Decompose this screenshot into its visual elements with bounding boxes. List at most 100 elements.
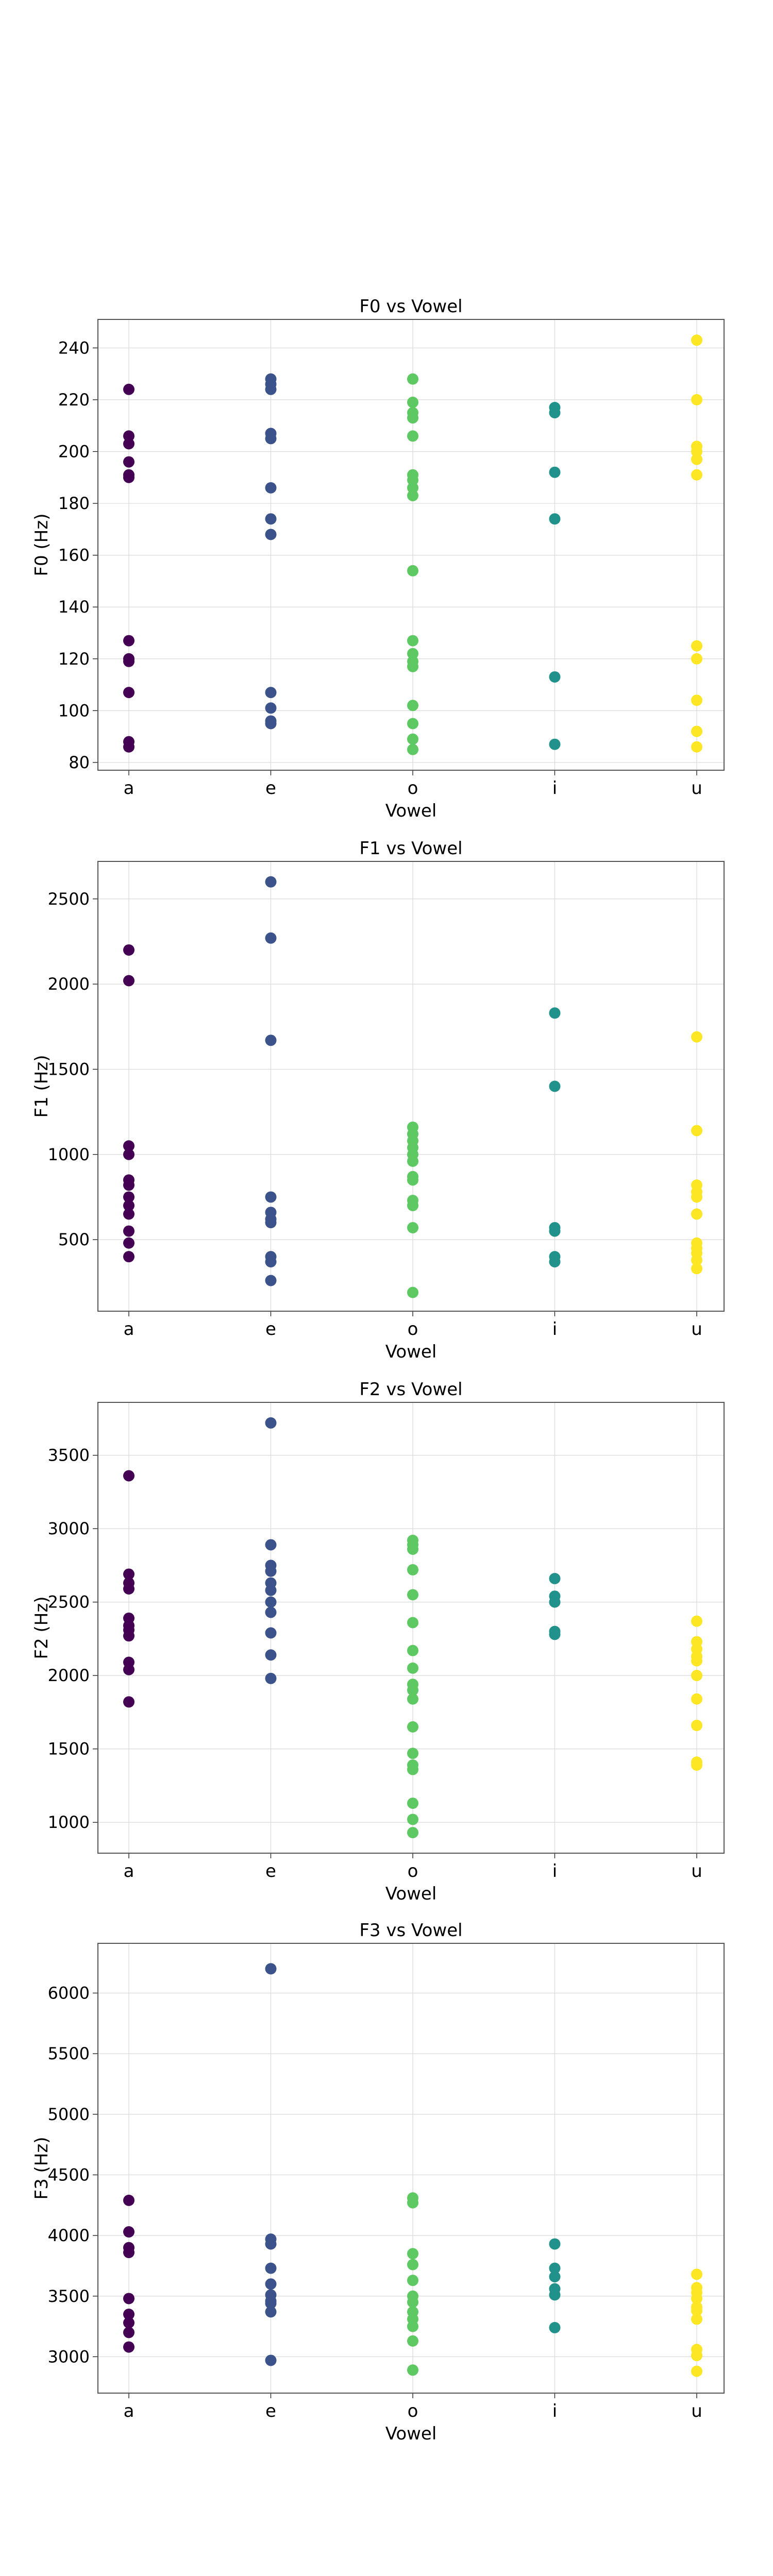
x-tick-label: e	[265, 778, 276, 799]
x-tick-label: a	[124, 1861, 135, 1882]
data-point-o	[407, 1827, 418, 1839]
data-point-o	[407, 396, 418, 408]
data-point-o	[407, 412, 418, 424]
x-axis-label: Vowel	[385, 2424, 437, 2444]
data-point-a	[123, 1470, 135, 1482]
data-point-o	[407, 2248, 418, 2260]
data-point-o	[407, 1222, 418, 1233]
data-point-o	[407, 1564, 418, 1575]
data-point-u	[691, 694, 702, 706]
data-point-o	[407, 1645, 418, 1656]
x-tick-label: i	[552, 778, 557, 799]
data-point-u	[691, 1031, 702, 1043]
data-point-a	[123, 1251, 135, 1263]
data-point-o	[407, 1693, 418, 1705]
data-point-a	[123, 471, 135, 483]
data-point-a	[123, 456, 135, 468]
data-point-o	[407, 373, 418, 385]
data-point-a	[123, 944, 135, 956]
data-point-i	[549, 407, 561, 419]
data-point-u	[691, 1125, 702, 1137]
x-tick-label: u	[691, 1319, 702, 1340]
y-axis-label: F2 (Hz)	[31, 1597, 52, 1659]
data-point-i	[549, 1007, 561, 1019]
data-point-a	[123, 1208, 135, 1220]
data-point-e	[265, 718, 277, 730]
data-point-i	[549, 1225, 561, 1237]
data-point-e	[265, 2278, 277, 2290]
data-point-u	[691, 2365, 702, 2377]
data-point-e	[265, 1627, 277, 1639]
data-point-u	[691, 2293, 702, 2304]
data-point-e	[265, 1275, 277, 1286]
data-point-i	[549, 2289, 561, 2301]
data-point-u	[691, 1670, 702, 1682]
data-point-u	[691, 2268, 702, 2280]
data-point-u	[691, 453, 702, 465]
data-point-a	[123, 2226, 135, 2238]
y-tick-label: 240	[58, 338, 90, 358]
axes-frame	[97, 1402, 725, 1854]
data-point-i	[549, 2262, 561, 2274]
data-point-e	[265, 1417, 277, 1429]
data-point-e	[265, 383, 277, 395]
y-tick-label: 2500	[48, 1592, 90, 1612]
data-point-o	[407, 2335, 418, 2347]
data-point-u	[691, 1263, 702, 1275]
data-point-e	[265, 1256, 277, 1268]
data-point-e	[265, 529, 277, 540]
data-point-o	[407, 648, 418, 659]
data-point-e	[265, 1191, 277, 1203]
chart-panel-3: 1000 1500 2000 2500 3000 3500 a e o i u F2 vs Vowel…	[31, 1379, 725, 1904]
y-tick-label: 220	[58, 390, 90, 410]
data-point-a	[123, 687, 135, 699]
y-tick-label: 1500	[48, 1739, 90, 1759]
data-point-e	[265, 702, 277, 714]
y-tick-label: 3000	[48, 2347, 90, 2366]
data-point-e	[265, 932, 277, 944]
chart-title: F2 vs Vowel	[359, 1379, 462, 1400]
x-tick-label: a	[124, 778, 135, 799]
y-tick-label: 2500	[48, 889, 90, 909]
x-tick-label: a	[124, 2401, 135, 2421]
data-point-u	[691, 725, 702, 737]
data-point-a	[123, 2309, 135, 2320]
data-point-o	[407, 1286, 418, 1298]
data-point-i	[549, 2321, 561, 2333]
data-point-u	[691, 1759, 702, 1771]
data-point-i	[549, 466, 561, 478]
x-tick-label: u	[691, 2401, 702, 2421]
data-point-o	[407, 1748, 418, 1759]
data-point-u	[691, 1254, 702, 1266]
y-tick-label: 140	[58, 597, 90, 617]
data-point-a	[123, 1630, 135, 1642]
data-point-u	[691, 1720, 702, 1732]
data-point-o	[407, 2197, 418, 2209]
data-point-u	[691, 2304, 702, 2316]
y-tick-label: 80	[69, 753, 90, 772]
data-point-o	[407, 1544, 418, 1555]
x-tick-label: e	[265, 2401, 276, 2421]
y-tick-label: 2000	[48, 974, 90, 994]
y-tick-label: 200	[58, 442, 90, 461]
axes-frame	[97, 1943, 725, 2394]
data-point-e	[265, 1649, 277, 1661]
data-point-o	[407, 1814, 418, 1825]
x-tick-label: o	[408, 778, 418, 799]
chart-panel-4: 3000 3500 4000 4500 5000 5500 6000 a e o i u F3 vs V…	[31, 1920, 725, 2444]
data-point-o	[407, 2259, 418, 2270]
chart-title: F0 vs Vowel	[359, 296, 462, 317]
data-point-e	[265, 1035, 277, 1046]
x-axis-label: Vowel	[385, 801, 437, 821]
data-point-o	[407, 1764, 418, 1775]
data-point-o	[407, 2364, 418, 2376]
data-point-o	[407, 1721, 418, 1733]
data-point-a	[123, 383, 135, 395]
data-point-u	[691, 741, 702, 753]
data-point-e	[265, 433, 277, 445]
data-point-i	[549, 671, 561, 683]
chart-title: F1 vs Vowel	[359, 838, 462, 859]
data-point-a	[123, 1237, 135, 1249]
data-point-u	[691, 446, 702, 457]
data-point-e	[265, 1539, 277, 1551]
